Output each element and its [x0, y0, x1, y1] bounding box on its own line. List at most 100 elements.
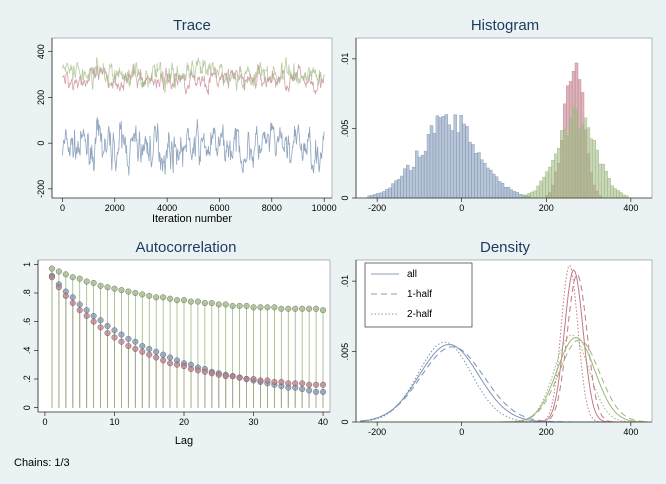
histogram-bar	[435, 115, 440, 199]
histogram-x-tick-label: 0	[459, 203, 464, 213]
histogram-bar	[539, 180, 543, 199]
autocorrelation-point	[90, 318, 97, 325]
histogram-bar	[574, 109, 579, 199]
density-x-tick-label: -200	[368, 427, 386, 437]
density-x-tick-label: 200	[539, 427, 554, 437]
histogram-bar	[545, 171, 549, 199]
histogram-bar	[601, 163, 605, 199]
histogram-bar	[515, 192, 519, 199]
autocorrelation-point	[264, 377, 271, 384]
autocorrelation-x-tick-label: 30	[249, 417, 259, 427]
autocorrelation-y-tick-label: .6	[22, 318, 32, 326]
autocorrelation-point	[278, 305, 285, 312]
histogram-bar	[400, 175, 404, 199]
autocorrelation-point	[146, 292, 153, 299]
trace-series-1	[62, 117, 325, 176]
autocorrelation-point	[264, 304, 271, 311]
autocorrelation-point	[153, 348, 160, 355]
legend-label-2-half: 2-half	[407, 309, 432, 320]
trace-x-tick-label: 10000	[312, 203, 337, 213]
autocorrelation-point	[243, 376, 250, 383]
histogram-bar	[503, 187, 508, 199]
trace-title: Trace	[173, 17, 211, 34]
histogram-bar	[619, 192, 623, 199]
autocorrelation-point	[222, 301, 229, 308]
autocorrelation-point	[125, 343, 132, 350]
histogram-bar	[530, 191, 534, 199]
autocorrelation-point	[271, 378, 278, 385]
autocorrelation-point	[76, 307, 83, 314]
autocorrelation-point	[55, 284, 62, 291]
autocorrelation-point	[139, 348, 146, 355]
autocorrelation-point	[257, 377, 264, 384]
autocorrelation-x-tick-label: 10	[109, 417, 119, 427]
histogram-bar	[557, 147, 561, 199]
autocorrelation-point	[271, 304, 278, 311]
histogram-bar	[367, 195, 371, 199]
autocorrelation-panel: Autocorrelation 0 10 20 30 40 0 .2 .4 .6 .8 1 Lag	[22, 239, 331, 447]
histogram-bar	[616, 189, 620, 199]
histogram-bar	[394, 180, 398, 199]
autocorrelation-point	[320, 307, 327, 314]
autocorrelation-point	[306, 381, 313, 388]
histogram-bar	[391, 183, 395, 199]
autocorrelation-point	[69, 300, 76, 307]
autocorrelation-y-tick-label: 1	[22, 262, 32, 267]
autocorrelation-point	[125, 335, 132, 342]
autocorrelation-point	[215, 301, 222, 308]
trace-axes: 0 2000 4000 6000 8000 10000 -200 0 200 400	[36, 38, 337, 213]
histogram-bar	[506, 186, 511, 199]
density-legend: all 1-half 2-half	[364, 262, 473, 328]
histogram-bar	[568, 118, 573, 199]
histogram-bar	[509, 189, 514, 199]
histogram-bar	[441, 116, 445, 199]
histogram-bar	[586, 127, 591, 199]
histogram-bar	[527, 192, 531, 199]
density-panel: Density -200 0 200 400 0 .005 .01 all 1-half 2…	[340, 239, 653, 437]
histogram-bar	[580, 124, 585, 199]
autocorrelation-point	[97, 282, 104, 289]
histogram-bar	[486, 167, 490, 199]
histogram-bar	[403, 168, 407, 199]
autocorrelation-point	[174, 297, 181, 304]
trace-y-tick-label: 400	[36, 44, 46, 59]
histogram-bar	[462, 123, 466, 199]
histogram-bar	[551, 160, 555, 199]
histogram-bar	[625, 195, 629, 199]
histogram-bar	[409, 170, 413, 199]
histogram-x-tick-label: -200	[368, 203, 386, 213]
histogram-bar	[459, 114, 463, 199]
histogram-bar	[566, 135, 570, 199]
histogram-panel: Histogram -200 0 200 400 0 .005 .01	[340, 17, 653, 213]
autocorrelation-point	[160, 351, 167, 358]
histogram-bar	[388, 187, 392, 199]
histogram-bar	[604, 170, 608, 199]
trace-x-tick-label: 6000	[209, 203, 229, 213]
histogram-bar	[474, 152, 478, 199]
autocorrelation-point	[229, 302, 236, 309]
histogram-bar	[512, 191, 517, 199]
histogram-bar	[536, 185, 540, 199]
histogram-bar	[420, 154, 425, 199]
histogram-bar	[589, 138, 593, 199]
autocorrelation-point	[167, 360, 174, 367]
autocorrelation-point	[167, 295, 174, 302]
autocorrelation-point	[222, 373, 229, 380]
histogram-bar	[571, 106, 576, 199]
histogram-bar	[453, 114, 457, 199]
histogram-bar	[465, 126, 469, 199]
histogram-y-tick-label: 0	[340, 195, 350, 200]
autocorrelation-point	[236, 302, 243, 309]
autocorrelation-point	[118, 338, 125, 345]
histogram-bar	[468, 141, 472, 199]
histogram-bar	[477, 152, 481, 199]
histogram-bar	[382, 191, 386, 199]
autocorrelation-point	[83, 278, 90, 285]
trace-panel: Trace 0 2000 4000 6000 8000 10000-2000200400 …	[36, 17, 337, 225]
legend-label-1-half: 1-half	[407, 289, 432, 300]
histogram-bar	[524, 194, 528, 199]
histogram-bar	[370, 194, 374, 199]
autocorrelation-point	[118, 331, 125, 338]
histogram-bar	[548, 166, 552, 199]
histogram-bar	[492, 173, 496, 199]
